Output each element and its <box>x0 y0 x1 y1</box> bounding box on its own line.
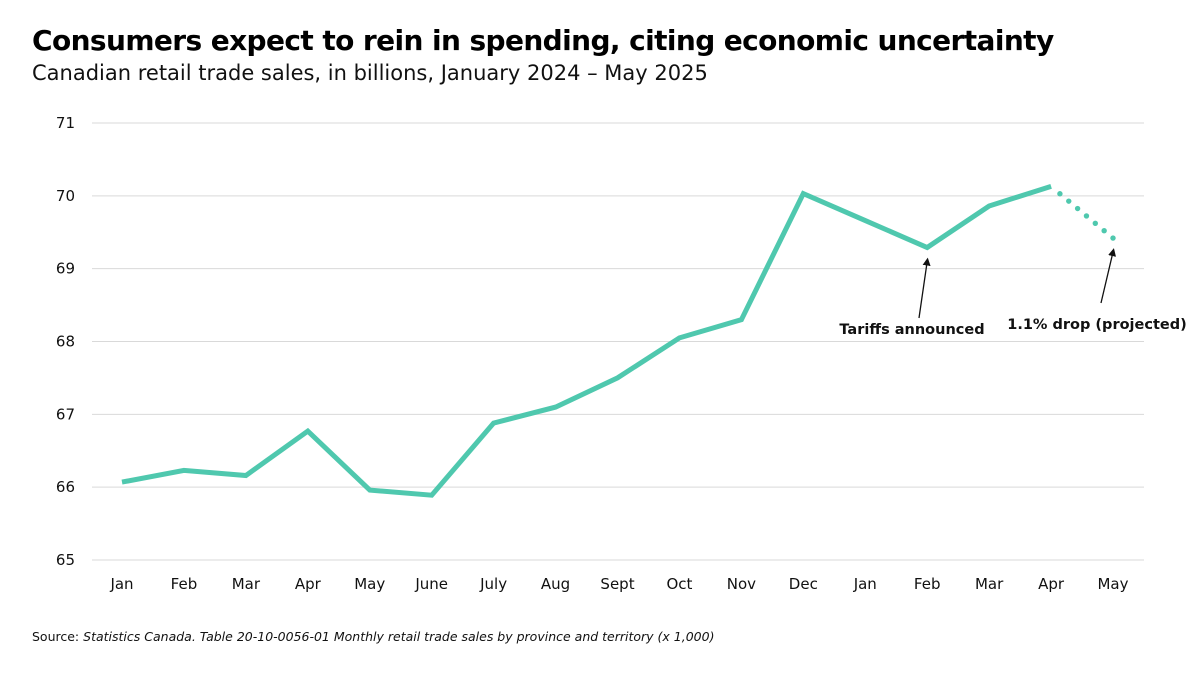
x-tick-label: July <box>479 575 507 593</box>
y-tick-label: 68 <box>56 333 75 351</box>
y-tick-label: 66 <box>56 478 75 496</box>
x-tick-label: Dec <box>789 575 818 593</box>
annotation-arrow <box>1100 248 1116 304</box>
x-tick-label: Mar <box>232 575 261 593</box>
y-axis: 65 66 67 68 69 70 71 <box>56 114 75 569</box>
projected-dot <box>1092 220 1099 227</box>
series-line <box>121 184 1052 498</box>
x-tick-label: Feb <box>171 575 198 593</box>
x-tick-label: Apr <box>295 575 322 593</box>
y-tick-label: 71 <box>56 114 75 132</box>
x-tick-label: Nov <box>727 575 756 593</box>
projected-dot <box>1110 235 1116 241</box>
annotation-label: 1.1% drop (projected) <box>1007 317 1186 333</box>
x-tick-label: Jan <box>109 575 133 593</box>
x-tick-label: Oct <box>666 575 692 593</box>
annotation-label: Tariffs announced <box>839 322 984 338</box>
x-tick-label: June <box>414 575 448 593</box>
x-tick-label: Aug <box>541 575 570 593</box>
gridlines <box>92 122 1144 561</box>
x-tick-label: May <box>1097 575 1128 593</box>
projected-dot <box>1074 205 1081 212</box>
x-tick-label: Apr <box>1038 575 1065 593</box>
projected-dot <box>1066 198 1072 204</box>
series-lines <box>121 184 1116 498</box>
projected-dot <box>1083 213 1090 219</box>
y-tick-label: 69 <box>56 260 75 278</box>
x-tick-label: Mar <box>975 575 1004 593</box>
annotation-arrow <box>918 257 931 319</box>
annotations: Tariffs announced 1.1% drop (projected) <box>839 248 1187 338</box>
source-text: Statistics Canada. Table 20-10-0056-01 M… <box>83 629 715 644</box>
x-tick-label: May <box>354 575 385 593</box>
chart-subtitle: Canadian retail trade sales, in billions… <box>32 61 708 85</box>
y-tick-label: 67 <box>56 405 75 423</box>
y-tick-label: 65 <box>56 551 75 569</box>
x-axis: Jan Feb Mar Apr May June July Aug Sept Oct Nov Dec J… <box>109 575 1128 593</box>
chart-title: Consumers expect to rein in spending, ci… <box>32 24 1054 57</box>
projected-dot <box>1057 191 1063 197</box>
x-tick-label: Sept <box>600 575 634 593</box>
y-tick-label: 70 <box>56 187 75 205</box>
projected-dot <box>1101 227 1107 234</box>
x-tick-label: Jan <box>853 575 877 593</box>
x-tick-label: Feb <box>914 575 941 593</box>
source-note: Source: Statistics Canada. Table 20-10-0… <box>32 629 714 644</box>
source-label: Source: <box>32 629 80 644</box>
